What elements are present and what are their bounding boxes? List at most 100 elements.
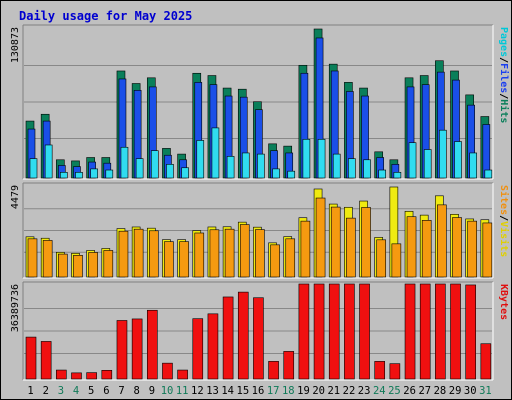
bar-pages [257,153,265,179]
legend-hits: Hits [498,99,510,123]
bar-pages [484,169,493,179]
day-label: 17 [267,385,280,397]
bar-pages [75,172,83,179]
bar-kbytes [162,362,173,380]
bar-sites [179,241,189,278]
day-label: 31 [479,385,492,397]
bar-sites [58,253,68,278]
bar-sites [300,220,311,278]
bar-sites [27,238,38,278]
bar-pages [44,144,53,179]
bar-pages [120,146,129,179]
bar-kbytes [344,283,355,380]
bar-kbytes [435,283,446,380]
day-label: 19 [297,385,310,397]
bar-sites [118,230,129,278]
legend-kbytes: KBytes [498,284,509,320]
bar-sites [42,240,53,278]
day-label: 11 [176,385,189,397]
day-label: 9 [149,385,155,397]
bar-kbytes [101,370,113,380]
bar-pages [226,156,235,179]
bar-pages [408,142,417,179]
max-label-kbytes: 36389736 [10,284,21,332]
day-label: 21 [327,385,340,397]
bar-sites [406,216,417,278]
legend-separator: / [498,57,509,63]
bar-pages [241,152,250,179]
bar-kbytes [268,361,279,380]
bar-kbytes [374,361,386,380]
day-label: 14 [221,385,234,397]
legend-kbytes: KBytes [498,284,509,320]
bar-sites [437,204,447,278]
bar-sites [452,217,462,278]
bar-pages [287,170,296,179]
day-label: 30 [464,385,477,397]
max-label-usage: 130873 [10,27,21,63]
bar-pages [317,138,326,179]
bar-sites [209,229,220,278]
bar-kbytes [298,283,310,380]
day-label: 29 [449,385,462,397]
bar-kbytes [86,372,97,380]
day-label: 3 [58,385,64,397]
day-label: 7 [118,385,124,397]
legend-visits: Visits [498,221,510,257]
max-label-visitors: 4479 [10,185,21,209]
bar-pages [211,127,220,179]
bar-kbytes [328,283,340,380]
legend-visitors: Sites/Visits [498,185,510,257]
bar-kbytes [313,283,325,380]
bar-kbytes [404,283,416,380]
bar-kbytes [389,363,401,380]
day-label: 10 [161,385,174,397]
bar-kbytes [465,284,476,380]
bar-sites [482,222,493,278]
day-label: 28 [434,385,447,397]
day-label: 18 [282,385,295,397]
day-label: 25 [388,385,401,397]
bar-sites [148,230,159,278]
bar-kbytes [419,283,431,380]
bar-sites [330,206,341,278]
bar-sites [361,207,371,278]
bar-pages [332,153,341,179]
bar-kbytes [359,283,370,380]
bar-kbytes [56,369,67,380]
bar-sites [133,228,144,278]
bar-kbytes [40,341,52,380]
day-label: 6 [103,385,109,397]
day-label: 23 [358,385,371,397]
day-label: 8 [134,385,140,397]
bar-kbytes [237,291,249,380]
bar-kbytes [25,336,37,380]
bar-kbytes [207,313,219,380]
bar-kbytes [131,318,143,380]
bar-sites [88,252,98,278]
bar-sites [194,232,205,278]
bar-pages [363,159,371,179]
day-label: 13 [206,385,219,397]
day-label: 22 [343,385,356,397]
bar-kbytes [192,318,204,380]
bar-sites [376,239,387,278]
bar-sites [270,244,280,278]
legend-files: Files [498,63,510,93]
bar-pages [393,172,402,179]
bar-kbytes [116,320,128,380]
bar-pages [439,129,447,179]
bar-pages [348,158,356,179]
day-label: 26 [403,385,416,397]
bar-kbytes [71,372,82,380]
bar-pages [150,150,159,179]
legend-sites: Sites [498,185,510,215]
bar-kbytes [283,351,295,380]
day-label: 5 [88,385,94,397]
bar-kbytes [146,309,158,380]
bar-sites [346,217,356,278]
bar-sites [391,243,402,278]
bar-pages [105,169,114,179]
bar-sites [103,250,114,278]
